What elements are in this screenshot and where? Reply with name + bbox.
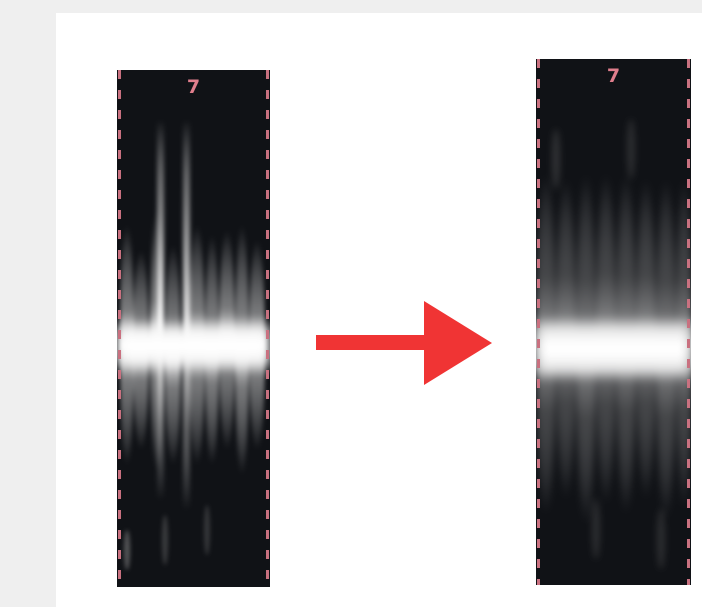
dashed-border-left <box>537 59 540 585</box>
right-arrow-icon <box>316 301 492 385</box>
dashed-border-left <box>118 70 121 587</box>
panel-label-after: 7 <box>606 65 621 87</box>
panel-label-before: 7 <box>186 76 201 98</box>
spectrogram-after: 7 <box>536 59 691 585</box>
spectrogram-before: 7 <box>117 70 270 587</box>
dashed-border-right <box>266 70 269 587</box>
spectrogram-after-image <box>536 119 691 569</box>
figure-canvas: 7 <box>56 13 702 607</box>
spectrogram-before-image <box>117 120 270 570</box>
dashed-border-right <box>687 59 690 585</box>
